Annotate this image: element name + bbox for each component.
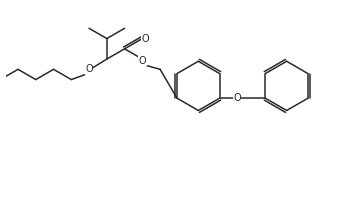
Text: O: O	[85, 64, 93, 74]
Text: O: O	[141, 33, 149, 44]
Text: O: O	[139, 56, 146, 66]
Text: O: O	[233, 93, 241, 103]
